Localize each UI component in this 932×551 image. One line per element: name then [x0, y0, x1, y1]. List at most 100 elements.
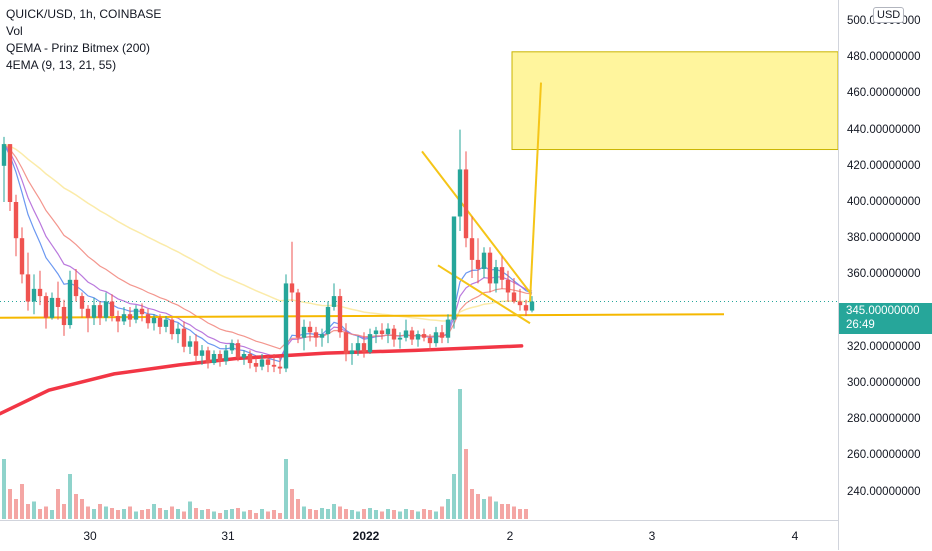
- volume-bar: [110, 508, 114, 519]
- candle-body: [13, 202, 19, 239]
- indicator-4ema[interactable]: 4EMA (9, 13, 21, 55): [6, 58, 117, 72]
- price-tick-label: 260.00000000: [847, 449, 921, 462]
- candle-body: [451, 216, 457, 320]
- candle-body: [181, 328, 187, 347]
- volume-bar: [302, 506, 306, 519]
- time-tick-label: 31: [221, 529, 235, 543]
- candle-body: [331, 296, 337, 307]
- volume-bar: [374, 510, 378, 519]
- price-tick-label: 360.00000000: [847, 268, 921, 281]
- volume-bar: [104, 506, 108, 519]
- volume-bar: [314, 510, 318, 519]
- candle-body: [217, 354, 223, 362]
- volume-bar: [26, 504, 30, 519]
- volume-bar: [248, 510, 252, 519]
- volume-bar: [134, 511, 138, 519]
- volume-bar: [332, 504, 336, 519]
- candle-body: [481, 252, 487, 269]
- price-tick-label: 300.00000000: [847, 376, 921, 389]
- time-tick-label: 2022: [352, 529, 380, 543]
- volume-bar: [212, 511, 216, 519]
- volume-bar: [398, 511, 402, 519]
- candle-body: [307, 326, 313, 333]
- indicator-qema[interactable]: QEMA - Prinz Bitmex (200): [6, 41, 151, 55]
- candle-body: [55, 297, 61, 307]
- volume-bar: [512, 506, 516, 519]
- candle-body: [115, 316, 121, 322]
- candle-body: [343, 332, 349, 354]
- volume-bar: [368, 508, 372, 519]
- candle-body: [121, 314, 127, 322]
- volume-bar: [254, 513, 258, 519]
- candle-body: [493, 267, 499, 284]
- candle-body: [265, 359, 271, 365]
- volume-bar: [422, 509, 426, 519]
- volume-bar: [326, 509, 330, 519]
- volume-bar: [236, 508, 240, 519]
- volume-bar: [194, 508, 198, 519]
- currency-button[interactable]: USD: [873, 7, 905, 23]
- volume-bar: [170, 506, 174, 519]
- volume-bar: [218, 513, 222, 519]
- candle-body: [391, 328, 397, 340]
- price-tick-label: 460.00000000: [847, 87, 921, 100]
- volume-bar: [68, 474, 72, 519]
- time-tick-label: 3: [648, 529, 656, 543]
- candle-body: [397, 337, 403, 340]
- volume-bar: [176, 509, 180, 519]
- symbol-title[interactable]: QUICK/USD, 1h, COINBASE: [6, 7, 162, 21]
- candle-body: [511, 292, 517, 302]
- candle-body: [73, 279, 79, 297]
- volume-bar: [8, 489, 12, 519]
- volume-bar: [518, 509, 522, 519]
- candle-body: [355, 343, 361, 351]
- volume-bar: [188, 501, 192, 519]
- candle-body: [469, 238, 475, 260]
- candle-body: [61, 306, 67, 326]
- candle-body: [349, 350, 355, 354]
- candle-body: [19, 238, 25, 275]
- volume-bar: [404, 509, 408, 519]
- candle-body: [289, 283, 295, 293]
- volume-bar: [350, 510, 354, 519]
- candle-body: [337, 296, 343, 333]
- candle-body: [379, 330, 385, 335]
- volume-bar: [278, 513, 282, 519]
- candle-body: [91, 305, 97, 318]
- candle-body: [475, 259, 481, 269]
- volume-bar: [230, 509, 234, 519]
- volume-bar: [362, 509, 366, 519]
- volume-bar: [158, 508, 162, 519]
- volume-bar: [122, 509, 126, 519]
- candle-body: [151, 317, 157, 324]
- volume-bar: [386, 509, 390, 519]
- candle-body: [403, 330, 409, 338]
- volume-bar: [200, 510, 204, 519]
- candle-body: [157, 317, 163, 327]
- indicator-vol[interactable]: Vol: [6, 24, 23, 38]
- candle-body: [421, 334, 427, 338]
- candle-body: [1, 144, 7, 166]
- time-axis[interactable]: 30 31 2022 2 3 4: [0, 520, 838, 551]
- candle-body: [223, 350, 229, 362]
- candle-body: [439, 332, 445, 338]
- volume-bar: [86, 506, 90, 519]
- candle-body: [67, 279, 73, 326]
- price-axis[interactable]: 500.00000000480.00000000460.00000000440.…: [838, 0, 932, 550]
- candlestick-chart[interactable]: [0, 0, 839, 520]
- last-price-value: 345.00000000: [846, 305, 920, 317]
- chart-plot-area[interactable]: QUICK/USD, 1h, COINBASE Vol QEMA - Prinz…: [0, 0, 839, 520]
- candle-body: [277, 366, 283, 369]
- volume-bars: [2, 389, 528, 519]
- candle-body: [283, 283, 289, 369]
- candle-body: [463, 169, 469, 239]
- candle-body: [313, 332, 319, 338]
- candle-body: [319, 334, 325, 338]
- candle-body: [373, 330, 379, 335]
- volume-bar: [38, 509, 42, 519]
- candle-body: [85, 308, 91, 318]
- last-price-badge: 345.00000000 26:49: [839, 303, 932, 334]
- candle-body: [169, 319, 175, 335]
- candle-body: [301, 326, 307, 338]
- candle-body: [31, 288, 37, 302]
